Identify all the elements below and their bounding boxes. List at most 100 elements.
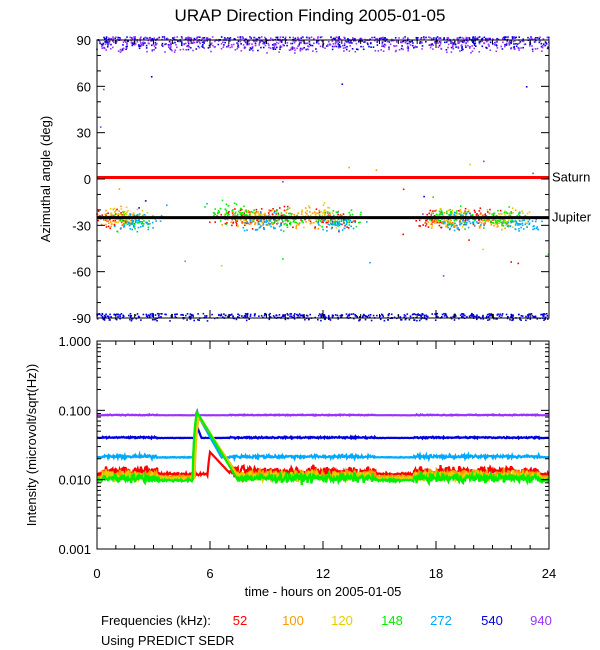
azimuth-point — [384, 44, 387, 46]
azimuth-point — [446, 212, 448, 215]
azimuth-point — [276, 209, 278, 211]
azimuth-point — [140, 42, 142, 44]
azimuth-point — [346, 220, 348, 223]
azimuth-point — [387, 314, 390, 317]
azimuth-point — [260, 213, 262, 216]
azimuth-point — [327, 43, 329, 46]
azimuth-point — [341, 215, 343, 217]
azimuth-point — [514, 224, 517, 226]
azimuth-point — [453, 313, 456, 316]
azimuth-point — [493, 317, 495, 320]
azimuth-point — [334, 42, 337, 44]
azimuth-point — [298, 40, 300, 42]
azimuth-point — [273, 46, 276, 48]
azimuth-point — [404, 36, 406, 39]
azimuth-point — [414, 46, 416, 49]
azimuth-point — [496, 223, 499, 226]
azimuth-point — [515, 221, 518, 223]
azimuth-point — [179, 40, 182, 43]
azimuth-point — [227, 213, 230, 215]
azimuth-point — [153, 318, 156, 321]
azimuth-point — [512, 221, 515, 223]
azimuth-point — [495, 221, 498, 224]
azimuth-point — [337, 40, 339, 42]
azimuth-point — [404, 318, 407, 321]
azimuth-point — [512, 226, 514, 228]
azimuth-point — [467, 226, 470, 229]
azimuth-point — [190, 37, 193, 40]
azimuth-point — [145, 315, 148, 317]
azimuth-point — [145, 47, 148, 49]
azimuth-point — [459, 210, 462, 212]
azimuth-point — [501, 48, 504, 50]
azimuth-point — [151, 221, 154, 224]
azimuth-point — [464, 221, 466, 224]
azimuth-point — [119, 219, 121, 222]
azimuth-point — [525, 222, 527, 224]
azimuth-point — [534, 38, 536, 40]
azimuth-point — [223, 37, 226, 39]
azimuth-point — [142, 44, 145, 47]
azimuth-series-540khz — [96, 36, 550, 322]
azimuth-point — [519, 223, 521, 225]
azimuth-point — [101, 47, 103, 49]
time-tick-label: 24 — [542, 566, 556, 581]
azimuth-point — [295, 225, 298, 228]
azimuth-point — [286, 220, 289, 223]
azimuth-point — [349, 219, 352, 222]
azimuth-point — [380, 49, 382, 51]
azimuth-point — [335, 224, 338, 227]
azimuth-point — [308, 40, 311, 43]
azimuth-point — [262, 221, 265, 224]
azimuth-point — [487, 37, 490, 40]
azimuth-point — [447, 222, 450, 225]
azimuth-point — [225, 223, 228, 225]
azimuth-point — [503, 221, 505, 224]
azimuth-point — [444, 41, 446, 44]
azimuth-point — [290, 47, 293, 49]
azimuth-point — [541, 45, 544, 47]
azimuth-point — [428, 212, 430, 215]
azimuth-point — [183, 43, 186, 45]
azimuth-point — [496, 318, 498, 320]
azimuth-point — [541, 50, 543, 52]
azimuth-point — [273, 42, 275, 45]
azimuth-point — [241, 222, 243, 225]
azimuth-point — [505, 44, 508, 46]
azimuth-point — [539, 36, 541, 38]
azimuth-point — [435, 209, 437, 212]
azimuth-point — [301, 48, 303, 51]
azimuth-point — [246, 220, 248, 223]
azimuth-point — [452, 222, 455, 225]
azimuth-point — [317, 228, 320, 230]
azimuth-point — [270, 209, 272, 212]
azimuth-point — [142, 223, 145, 225]
azimuth-point — [104, 316, 107, 318]
azimuth-point — [321, 36, 323, 38]
azimuth-point — [280, 222, 282, 224]
azimuth-point — [309, 211, 311, 213]
azimuth-point — [170, 42, 172, 45]
azimuth-point — [198, 41, 201, 43]
azimuth-point — [497, 313, 499, 315]
azimuth-point — [181, 41, 183, 43]
azimuth-point — [280, 41, 283, 43]
azimuth-point — [482, 314, 484, 317]
azimuth-point — [149, 314, 151, 317]
azimuth-point — [487, 43, 490, 46]
azimuth-point — [280, 46, 283, 48]
azimuth-point — [471, 221, 474, 224]
azimuth-point — [290, 315, 293, 318]
azimuth-point — [306, 42, 309, 45]
azimuth-point — [386, 40, 389, 43]
azimuth-point — [274, 48, 277, 50]
azimuth-point — [112, 36, 114, 38]
azimuth-point — [535, 227, 538, 230]
azimuth-point — [182, 314, 184, 316]
azimuth-point — [292, 221, 295, 223]
azimuth-point — [123, 224, 126, 227]
azimuth-point — [481, 40, 483, 42]
azimuth-point — [119, 48, 122, 51]
azimuth-point — [296, 47, 298, 50]
azimuth-point — [508, 219, 510, 222]
